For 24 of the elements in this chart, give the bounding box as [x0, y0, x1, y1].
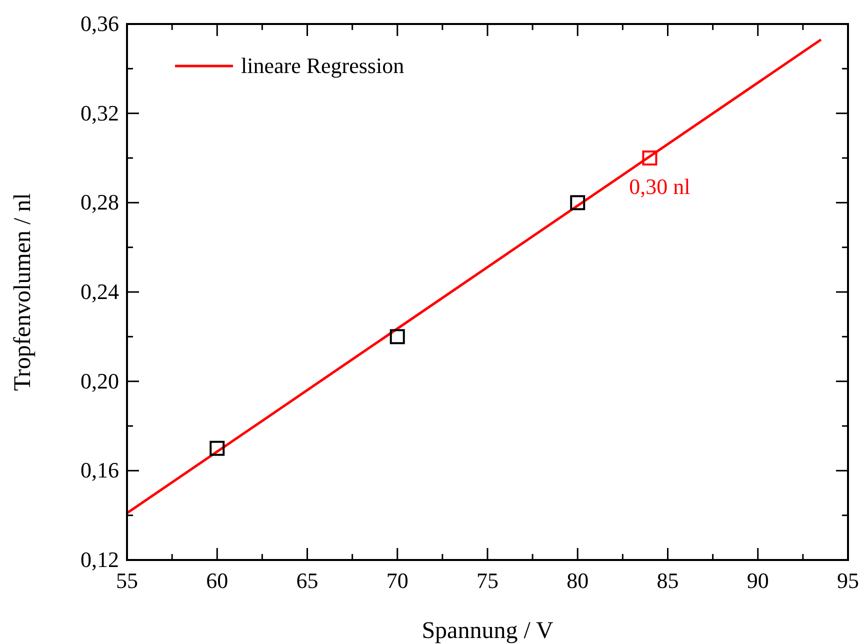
point: [570, 195, 586, 210]
x-tick-label: 90: [746, 568, 769, 593]
point: [642, 150, 658, 166]
x-axis-title: Spannung / V: [422, 618, 554, 644]
y-tick-label: 0,28: [80, 190, 119, 215]
y-tick-label: 0,24: [80, 279, 119, 304]
x-tick-label: 75: [476, 568, 498, 593]
legend-label: lineare Regression: [241, 53, 404, 78]
x-tick-label: 95: [837, 568, 859, 593]
y-tick-label: 0,16: [80, 458, 119, 483]
x-tick-label: 60: [206, 568, 228, 593]
y-tick-label: 0,20: [80, 368, 119, 394]
x-tick-label: 85: [656, 568, 679, 593]
annotation: 0,30 nl: [629, 174, 690, 199]
y-tick-label: 0,12: [80, 547, 119, 572]
point: [390, 329, 405, 344]
y-tick-label: 0,36: [80, 11, 119, 36]
x-tick-label: 70: [386, 568, 408, 593]
x-tick-label: 80: [566, 568, 589, 593]
y-axis-title: Tropfenvolumen / nl: [10, 192, 36, 391]
point: [210, 440, 225, 456]
x-tick-label: 65: [296, 568, 318, 593]
y-tick-label: 0,32: [80, 100, 119, 126]
x-tick-label: 55: [116, 568, 138, 593]
